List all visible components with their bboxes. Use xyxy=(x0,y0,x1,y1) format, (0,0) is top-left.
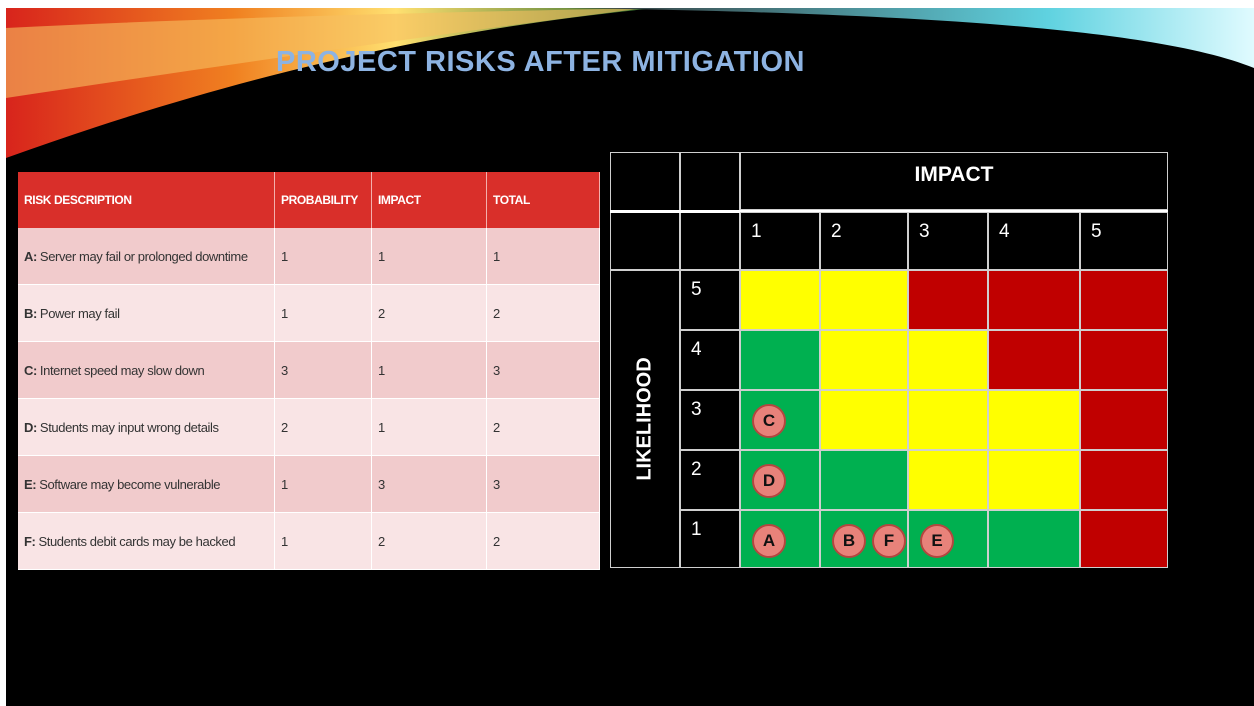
table-cell: 2 xyxy=(487,399,600,456)
column-header: RISK DESCRIPTION xyxy=(18,172,275,228)
risk-description: Power may fail xyxy=(39,305,120,321)
risk-marker: B xyxy=(832,524,866,558)
risk-marker: F xyxy=(872,524,906,558)
matrix-cell xyxy=(740,330,820,390)
table-cell: 3 xyxy=(487,342,600,399)
table-cell: 2 xyxy=(487,285,600,342)
matrix-cell xyxy=(820,270,908,330)
table-cell: 1 xyxy=(372,399,487,456)
table-cell: 3 xyxy=(372,456,487,513)
impact-level: 4 xyxy=(988,212,1080,270)
table-cell: 2 xyxy=(487,513,600,570)
likelihood-level: 1 xyxy=(680,510,740,568)
matrix-cell xyxy=(988,390,1080,450)
matrix-cell xyxy=(740,270,820,330)
table-cell: E: Software may become vulnerable xyxy=(18,456,275,513)
table-cell: 1 xyxy=(275,513,372,570)
matrix-cell xyxy=(988,510,1080,568)
risk-marker: E xyxy=(920,524,954,558)
table-cell: 1 xyxy=(487,228,600,285)
table-cell: 1 xyxy=(372,342,487,399)
column-header: IMPACT xyxy=(372,172,487,228)
table-cell: D: Students may input wrong details xyxy=(18,399,275,456)
likelihood-level: 2 xyxy=(680,450,740,510)
risk-key: D: xyxy=(24,419,37,435)
table-cell: 1 xyxy=(275,456,372,513)
impact-level: 5 xyxy=(1080,212,1168,270)
table-cell: C: Internet speed may slow down xyxy=(18,342,275,399)
table-cell: 1 xyxy=(275,285,372,342)
likelihood-level: 3 xyxy=(680,390,740,450)
matrix-cell xyxy=(1080,390,1168,450)
table-cell: 3 xyxy=(275,342,372,399)
matrix-cell xyxy=(988,270,1080,330)
title: PROJECT RISKS AFTER MITIGATION xyxy=(276,46,805,78)
impact-label: IMPACT xyxy=(740,152,1168,210)
matrix-cell xyxy=(908,330,988,390)
impact-level: 1 xyxy=(740,212,820,270)
matrix-cell xyxy=(988,330,1080,390)
table-cell: 2 xyxy=(275,399,372,456)
matrix-cell xyxy=(988,450,1080,510)
table-cell: 3 xyxy=(487,456,600,513)
matrix-cell xyxy=(820,330,908,390)
risk-key: C: xyxy=(24,362,37,378)
column-header: PROBABILITY xyxy=(275,172,372,228)
table-cell: 1 xyxy=(372,228,487,285)
likelihood-level: 4 xyxy=(680,330,740,390)
risk-description: Students may input wrong details xyxy=(39,419,219,435)
matrix-cell xyxy=(820,450,908,510)
impact-level: 3 xyxy=(908,212,988,270)
likelihood-label: LIKELIHOOD xyxy=(633,357,656,481)
decoration xyxy=(6,8,1254,158)
table-cell: F: Students debit cards may be hacked xyxy=(18,513,275,570)
risk-key: B: xyxy=(24,305,37,321)
matrix-cell xyxy=(1080,450,1168,510)
matrix-cell xyxy=(820,390,908,450)
divider xyxy=(610,210,1168,213)
table-cell: 1 xyxy=(275,228,372,285)
matrix-cell xyxy=(1080,270,1168,330)
matrix-cell xyxy=(908,450,988,510)
slide: PROJECT RISKS AFTER MITIGATION RISK DESC… xyxy=(6,8,1254,706)
table-cell: 2 xyxy=(372,285,487,342)
risk-marker: C xyxy=(752,404,786,438)
matrix-cell xyxy=(908,270,988,330)
table-cell: A: Server may fail or prolonged downtime xyxy=(18,228,275,285)
risk-description: Server may fail or prolonged downtime xyxy=(39,248,248,264)
table-cell: B: Power may fail xyxy=(18,285,275,342)
table-cell: 2 xyxy=(372,513,487,570)
matrix-cell xyxy=(908,390,988,450)
likelihood-level: 5 xyxy=(680,270,740,330)
impact-level: 2 xyxy=(820,212,908,270)
risk-description: Software may become vulnerable xyxy=(39,476,221,492)
risk-key: E: xyxy=(24,476,37,492)
risk-marker: A xyxy=(752,524,786,558)
risk-key: F: xyxy=(24,533,36,549)
risk-key: A: xyxy=(24,248,37,264)
matrix-cell xyxy=(1080,330,1168,390)
risk-marker: D xyxy=(752,464,786,498)
likelihood-cell: LIKELIHOOD xyxy=(610,270,680,568)
column-header: TOTAL xyxy=(487,172,600,228)
risk-description: Internet speed may slow down xyxy=(39,362,205,378)
matrix-cell xyxy=(1080,510,1168,568)
risk-description: Students debit cards may be hacked xyxy=(38,533,236,549)
